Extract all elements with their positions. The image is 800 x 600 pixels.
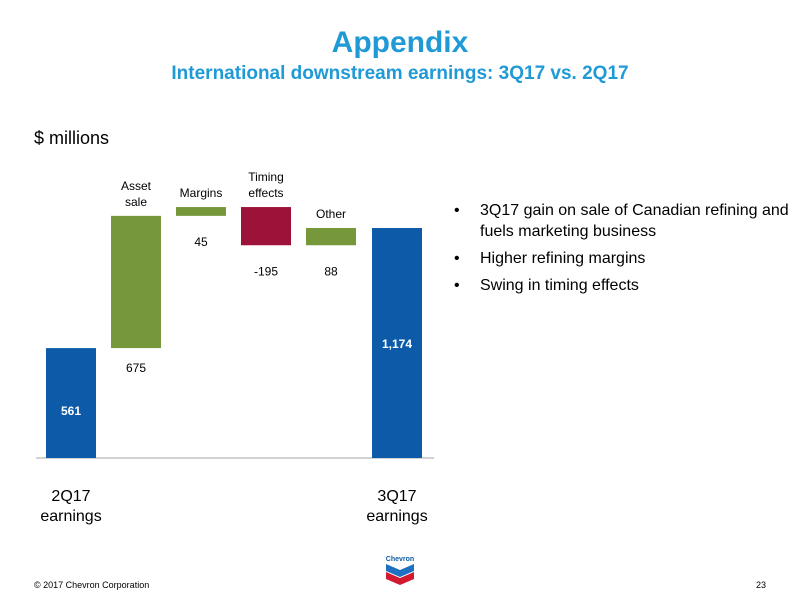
waterfall-bar [372, 228, 422, 458]
data-label: 1,174 [382, 337, 412, 351]
bullet-item: Higher refining margins [452, 248, 792, 269]
page-number: 23 [755, 580, 766, 590]
data-label: 88 [324, 264, 338, 278]
waterfall-bar [111, 215, 161, 349]
category-label: 3Q17 [377, 488, 416, 505]
data-label: 675 [126, 361, 146, 375]
category-label: Other [316, 207, 346, 221]
waterfall-chart: 561 2Q17 earnings 675 Asset sale 45 Margins -195… [36, 170, 434, 525]
chevron-logo-icon: Chevron [384, 553, 416, 585]
unit-label: $ millions [34, 128, 110, 148]
category-label: Timing [248, 170, 284, 184]
data-label: 561 [61, 404, 81, 418]
logo-wordmark: Chevron [386, 556, 414, 563]
category-label: effects [248, 186, 283, 200]
waterfall-bar [176, 207, 226, 216]
waterfall-bar [241, 207, 291, 246]
slide-subtitle: International downstream earnings: 3Q17 … [171, 63, 629, 84]
waterfall-bar [306, 228, 356, 246]
category-label: earnings [366, 508, 427, 525]
category-label: 2Q17 [51, 488, 90, 505]
copyright-footer: © 2017 Chevron Corporation [34, 580, 150, 590]
data-label: 45 [194, 235, 208, 249]
bullet-item: 3Q17 gain on sale of Canadian refining a… [452, 200, 792, 242]
category-label: Margins [180, 186, 223, 200]
category-label: Asset [121, 179, 152, 193]
bullet-list: 3Q17 gain on sale of Canadian refining a… [452, 200, 792, 302]
bullet-item: Swing in timing effects [452, 275, 792, 296]
data-label: -195 [254, 264, 278, 278]
waterfall-bar [46, 348, 96, 458]
category-label: sale [125, 195, 147, 209]
category-label: earnings [40, 508, 101, 525]
slide-title: Appendix [331, 26, 469, 59]
